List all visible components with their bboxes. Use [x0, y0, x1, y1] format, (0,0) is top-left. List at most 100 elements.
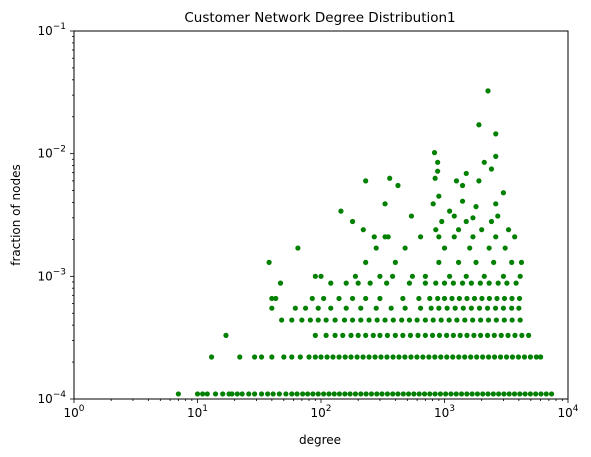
data-point	[463, 273, 469, 279]
data-point	[491, 259, 497, 265]
data-point	[484, 332, 491, 338]
data-point	[459, 280, 466, 286]
y-tick-label: 10−1	[37, 22, 66, 38]
data-point	[312, 332, 318, 338]
y-tick-label: 10−2	[37, 145, 66, 161]
data-point	[422, 273, 428, 279]
data-point	[480, 391, 486, 397]
data-point	[467, 245, 473, 251]
data-point	[518, 259, 525, 265]
data-point	[338, 208, 344, 214]
data-point	[414, 354, 420, 360]
data-point	[331, 391, 337, 397]
data-point	[336, 391, 343, 397]
data-point	[315, 305, 321, 311]
y-axis-ticks: 10−4 10−3 10−2 10−1	[37, 22, 74, 406]
data-point	[438, 317, 444, 323]
data-point	[436, 234, 442, 240]
data-point	[543, 391, 549, 397]
data-point	[435, 159, 441, 165]
data-point	[373, 245, 379, 251]
data-point	[347, 391, 353, 397]
data-point	[444, 305, 450, 311]
data-point	[471, 295, 478, 302]
data-point	[400, 391, 406, 397]
data-point	[324, 354, 330, 360]
data-point	[485, 354, 492, 360]
data-point	[332, 317, 338, 323]
data-point	[500, 305, 507, 311]
data-point	[439, 218, 445, 225]
data-point	[289, 317, 295, 323]
data-point	[441, 245, 448, 251]
data-point	[486, 280, 492, 286]
data-point	[459, 182, 466, 189]
data-point	[289, 354, 295, 360]
data-point	[436, 305, 442, 311]
data-point	[392, 259, 398, 265]
data-point	[343, 280, 349, 286]
data-point	[352, 391, 359, 397]
data-point	[517, 317, 523, 323]
data-point	[300, 391, 306, 397]
data-point	[323, 332, 329, 338]
data-point	[332, 332, 338, 338]
data-point	[470, 215, 476, 221]
data-point	[342, 391, 348, 397]
data-point	[281, 354, 287, 360]
data-point	[408, 213, 415, 219]
data-point	[387, 175, 393, 181]
data-point	[348, 354, 354, 360]
data-point	[491, 354, 498, 360]
data-point	[422, 317, 428, 323]
data-point	[349, 218, 356, 225]
data-point	[212, 391, 219, 397]
data-point	[385, 234, 391, 240]
data-point	[400, 295, 406, 302]
data-point	[312, 273, 318, 279]
data-point	[363, 259, 369, 265]
data-point	[527, 354, 534, 360]
data-point	[498, 332, 504, 338]
data-point	[237, 354, 243, 360]
data-point	[493, 317, 499, 323]
data-point	[370, 332, 376, 338]
data-point	[382, 201, 388, 207]
data-point	[453, 391, 459, 397]
data-point	[373, 305, 379, 311]
data-point	[411, 391, 417, 397]
data-point	[363, 178, 369, 184]
data-point	[299, 317, 305, 323]
data-point	[538, 354, 544, 360]
data-point	[283, 391, 289, 397]
data-point	[492, 305, 499, 311]
data-point	[484, 305, 491, 311]
data-point	[464, 391, 470, 397]
data-point	[323, 317, 329, 323]
data-point	[427, 295, 433, 302]
data-point	[229, 391, 235, 397]
data-point	[406, 317, 413, 323]
data-point	[417, 234, 424, 240]
data-point	[501, 391, 507, 397]
data-point	[326, 391, 332, 397]
data-point	[502, 245, 508, 251]
data-point	[486, 245, 492, 251]
data-point	[450, 280, 456, 286]
data-point	[366, 317, 372, 323]
data-point	[340, 332, 346, 338]
data-point	[395, 391, 401, 397]
chart-title: Customer Network Degree Distribution1	[184, 10, 455, 26]
data-point	[456, 354, 462, 360]
data-point	[477, 317, 484, 323]
data-point	[479, 295, 485, 302]
data-point	[522, 391, 528, 397]
data-point	[497, 354, 504, 360]
data-point	[302, 305, 309, 311]
data-point	[372, 354, 378, 360]
data-point	[538, 391, 544, 397]
data-point	[473, 204, 479, 210]
data-point	[405, 391, 412, 397]
data-point	[479, 227, 485, 233]
data-point	[509, 354, 516, 360]
